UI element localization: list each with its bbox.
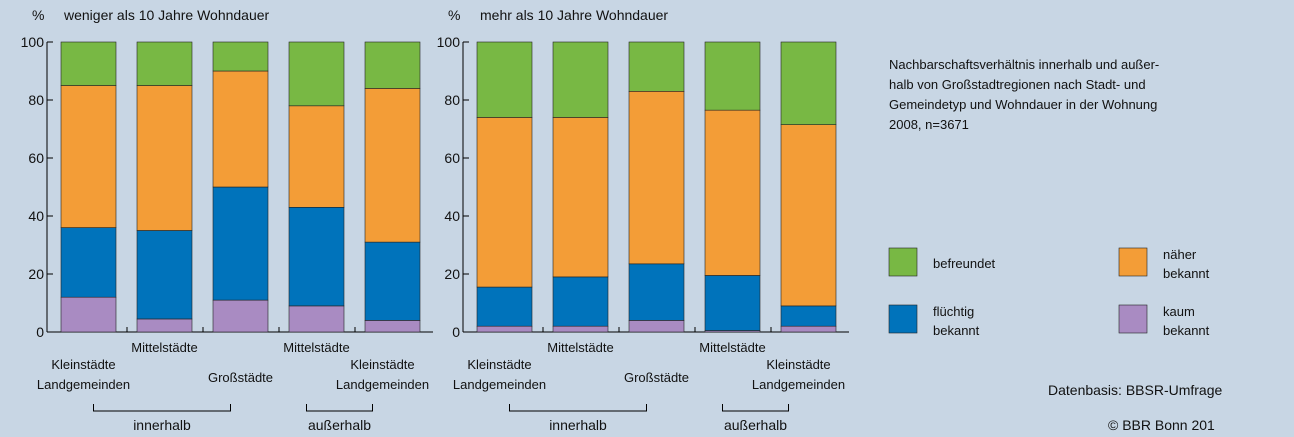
bar-segment: [288, 305, 345, 333]
bar-segment: [476, 325, 533, 333]
bar-segment: [628, 320, 685, 333]
group-label: außerhalb: [724, 417, 787, 433]
bar-segment: [60, 41, 117, 86]
legend-label: flüchtig bekannt: [933, 304, 980, 338]
x-tick-label: Kleinstädte Landgemeinden: [453, 357, 546, 392]
source: Datenbasis: BBSR-Umfrage: [1048, 382, 1223, 398]
x-tick-label: Kleinstädte Landgemeinden: [37, 357, 130, 392]
bar-segment: [552, 117, 609, 278]
bar-segment: [364, 88, 421, 243]
x-tick-label: Kleinstädte Landgemeinden: [752, 357, 845, 392]
bar-segment: [136, 318, 193, 333]
legend-swatch: [1118, 304, 1148, 334]
bar-segment: [704, 275, 761, 331]
description-line: Gemeindetyp und Wohndauer in der Wohnung: [889, 97, 1157, 112]
bar-segment: [704, 109, 761, 276]
group-bracket: [722, 404, 789, 412]
bar-segment: [780, 41, 837, 125]
group-bracket: [306, 404, 373, 412]
bar-segment: [60, 227, 117, 298]
y-tick-label: 0: [36, 324, 44, 340]
legend-swatch: [888, 304, 918, 334]
legend-swatch: [888, 247, 918, 277]
bar-segment: [288, 207, 345, 307]
bar-segment: [212, 70, 269, 188]
y-tick-label: 40: [444, 208, 460, 224]
description-line: Nachbarschaftsverhältnis innerhalb und a…: [889, 57, 1159, 72]
y-unit: %: [32, 7, 44, 23]
bar-segment: [60, 85, 117, 228]
group-label: innerhalb: [549, 417, 607, 433]
bar-segment: [212, 299, 269, 333]
legend-label: befreundet: [933, 256, 996, 271]
group-bracket: [93, 404, 231, 412]
x-tick-label: Mittelstädte: [699, 340, 765, 355]
group-label: außerhalb: [308, 417, 371, 433]
legend-label: näher bekannt: [1163, 247, 1210, 281]
y-unit: %: [448, 7, 460, 23]
bar-segment: [476, 117, 533, 288]
bar-segment: [60, 296, 117, 333]
legend-label: kaum bekannt: [1163, 304, 1210, 338]
bar-segment: [288, 105, 345, 208]
bar-segment: [628, 91, 685, 265]
bar-segment: [780, 325, 837, 333]
group-bracket: [509, 404, 647, 412]
bar-segment: [780, 305, 837, 327]
chart-title: mehr als 10 Jahre Wohndauer: [480, 7, 668, 23]
y-tick-label: 100: [21, 34, 45, 50]
bar-segment: [288, 41, 345, 107]
description-line: halb von Großstadtregionen nach Stadt- u…: [889, 77, 1146, 92]
y-tick-label: 0: [452, 324, 460, 340]
description-line: 2008, n=3671: [889, 117, 969, 132]
y-tick-label: 60: [28, 150, 44, 166]
bar-segment: [552, 276, 609, 327]
bar-segment: [212, 41, 269, 72]
legend-swatch: [1118, 247, 1148, 277]
bar-segment: [628, 41, 685, 92]
group-label: innerhalb: [133, 417, 191, 433]
y-tick-label: 20: [28, 266, 44, 282]
bar-segment: [476, 41, 533, 118]
y-tick-label: 40: [28, 208, 44, 224]
x-tick-label: Großstädte: [208, 370, 273, 385]
bar-segment: [476, 286, 533, 327]
bar-segment: [364, 241, 421, 321]
bar-segment: [552, 41, 609, 118]
y-tick-label: 80: [28, 92, 44, 108]
bar-segment: [704, 41, 761, 111]
bar-segment: [552, 325, 609, 333]
x-tick-label: Großstädte: [624, 370, 689, 385]
bar-segment: [212, 186, 269, 301]
y-tick-label: 20: [444, 266, 460, 282]
copyright: © BBR Bonn 201: [1108, 417, 1215, 433]
y-tick-label: 100: [437, 34, 461, 50]
x-tick-label: Kleinstädte Landgemeinden: [336, 357, 429, 392]
y-tick-label: 60: [444, 150, 460, 166]
bar-segment: [136, 230, 193, 320]
x-tick-label: Mittelstädte: [131, 340, 197, 355]
bar-segment: [364, 320, 421, 333]
x-tick-label: Mittelstädte: [547, 340, 613, 355]
bar-segment: [136, 85, 193, 231]
bar-segment: [364, 41, 421, 89]
bar-segment: [780, 124, 837, 307]
y-tick-label: 80: [444, 92, 460, 108]
bar-segment: [136, 41, 193, 86]
x-tick-label: Mittelstädte: [283, 340, 349, 355]
chart-title: weniger als 10 Jahre Wohndauer: [63, 7, 270, 23]
bar-segment: [628, 263, 685, 321]
